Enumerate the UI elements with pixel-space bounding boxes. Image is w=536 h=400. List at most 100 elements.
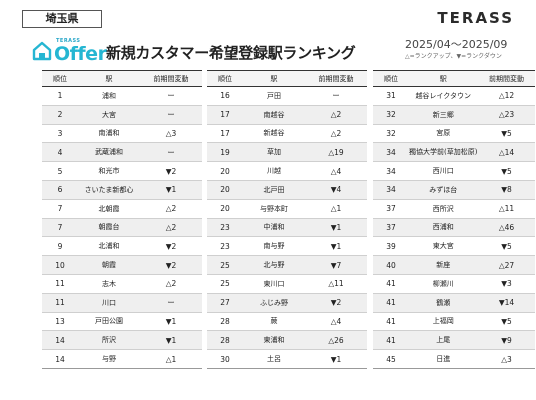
change-cell: △1 <box>140 349 202 369</box>
table-row: 31 越谷レイクタウン △12 <box>373 86 536 106</box>
table-row: 1 浦和ー <box>42 86 202 106</box>
station-cell: 大宮 <box>78 105 140 125</box>
change-cell: △19 <box>305 142 367 163</box>
change-cell: △2 <box>140 199 202 219</box>
change-cell: ▼5 <box>477 124 536 144</box>
rank-cell: 34 <box>373 161 409 181</box>
rank-cell: 34 <box>373 142 409 163</box>
station-cell: 東浦和 <box>243 330 305 351</box>
rank-cell: 32 <box>373 105 409 125</box>
station-cell: 土呂 <box>243 349 305 369</box>
table-row: 45 日進 △3 <box>373 349 536 369</box>
table-row: 11 志木 △2 <box>42 274 202 294</box>
logo-sub-text: TERASS <box>56 38 81 44</box>
rank-cell: 25 <box>207 274 243 294</box>
change-cell: △1 <box>305 199 367 219</box>
table-row: 20 北戸田 ▼4 <box>207 180 367 200</box>
table-row: 4 武蔵浦和ー <box>42 142 202 163</box>
station-cell: 北朝霞 <box>78 199 140 219</box>
rank-cell: 39 <box>373 236 409 257</box>
station-cell: 与野本町 <box>243 199 305 219</box>
rank-cell: 17 <box>207 124 243 144</box>
rank-cell: 11 <box>42 274 78 294</box>
rank-cell: 10 <box>42 255 78 275</box>
table-row: 27 ふじみ野 ▼2 <box>207 293 367 313</box>
station-cell: 南与野 <box>243 236 305 257</box>
table-row: 14 与野 △1 <box>42 349 202 369</box>
rank-cell: 16 <box>207 86 243 106</box>
legend-note: △=ランクアップ、▼=ランクダウン <box>405 53 502 60</box>
rank-cell: 41 <box>373 293 409 313</box>
change-cell: ▼1 <box>305 236 367 257</box>
table-row: 7 北朝霞 △2 <box>42 199 202 219</box>
change-cell: ▼1 <box>140 330 202 351</box>
station-cell: 新三郷 <box>409 105 478 125</box>
station-cell: 草加 <box>243 142 305 163</box>
table-row: 41 柳瀬川 ▼3 <box>373 274 536 294</box>
header-change: 前期間変動 <box>140 70 202 87</box>
rank-cell: 14 <box>42 330 78 351</box>
change-cell: ▼2 <box>305 293 367 313</box>
station-cell: みずほ台 <box>409 180 478 200</box>
offer-logo: TERASS Offer <box>32 38 107 65</box>
change-cell: △27 <box>477 255 536 275</box>
station-cell: 志木 <box>78 274 140 294</box>
change-cell: ー <box>140 86 202 106</box>
station-cell: ふじみ野 <box>243 293 305 313</box>
change-cell: ▼1 <box>305 349 367 369</box>
header-change: 前期間変動 <box>305 70 367 87</box>
change-cell: ▼2 <box>140 161 202 181</box>
rank-cell: 41 <box>373 312 409 332</box>
rank-cell: 7 <box>42 218 78 238</box>
station-cell: 東大宮 <box>409 236 478 257</box>
table-row: 16 戸田ー <box>207 86 367 106</box>
change-cell: ▼5 <box>477 236 536 257</box>
rank-cell: 23 <box>207 236 243 257</box>
station-cell: 川口 <box>78 293 140 313</box>
table-row: 14 所沢 ▼1 <box>42 330 202 351</box>
rank-cell: 27 <box>207 293 243 313</box>
station-cell: 北与野 <box>243 255 305 275</box>
change-cell: ー <box>140 142 202 163</box>
station-cell: 与野 <box>78 349 140 369</box>
ranking-table-1: 順位 駅 前期間変動 1 浦和ー 2 大宮ー 3 南浦和 △3 4 武蔵浦和ー 5 和光市 ▼2 6 さい… <box>42 70 202 369</box>
table-row: 41 上福岡 ▼5 <box>373 312 536 332</box>
station-cell: 宮原 <box>409 124 478 144</box>
station-cell: 鶴瀬 <box>409 293 478 313</box>
table-row: 25 北与野 ▼7 <box>207 255 367 275</box>
rank-cell: 20 <box>207 161 243 181</box>
table-row: 32 新三郷 △23 <box>373 105 536 125</box>
change-cell: ▼1 <box>305 218 367 238</box>
change-cell: ー <box>140 105 202 125</box>
rank-cell: 3 <box>42 124 78 144</box>
rank-cell: 28 <box>207 330 243 351</box>
station-cell: 浦和 <box>78 86 140 106</box>
table-row: 11 川口ー <box>42 293 202 313</box>
station-cell: 新座 <box>409 255 478 275</box>
rank-cell: 7 <box>42 199 78 219</box>
change-cell: △23 <box>477 105 536 125</box>
prefecture-label: 埼玉県 <box>22 10 102 28</box>
table-row: 20 川越 △4 <box>207 161 367 181</box>
rank-cell: 19 <box>207 142 243 163</box>
change-cell: △12 <box>477 86 536 106</box>
header-station: 駅 <box>78 70 140 87</box>
table-row: 6 さいたま新都心 ▼1 <box>42 180 202 200</box>
change-cell: ▼1 <box>140 180 202 200</box>
rank-cell: 41 <box>373 274 409 294</box>
change-cell: ▼14 <box>477 293 536 313</box>
table-row: 19 草加 △19 <box>207 142 367 163</box>
station-cell: 西所沢 <box>409 199 478 219</box>
station-cell: 蕨 <box>243 312 305 332</box>
ranking-table-2: 順位 駅 前期間変動 16 戸田ー 17 南越谷 △2 17 新越谷 △2 19 草加 △19 20 川… <box>207 70 367 369</box>
rank-cell: 1 <box>42 86 78 106</box>
change-cell: △14 <box>477 142 536 163</box>
table-row: 3 南浦和 △3 <box>42 124 202 144</box>
station-cell: さいたま新都心 <box>78 180 140 200</box>
rank-cell: 32 <box>373 124 409 144</box>
station-cell: 西川口 <box>409 161 478 181</box>
change-cell: ▼3 <box>477 274 536 294</box>
rank-cell: 37 <box>373 218 409 238</box>
station-cell: 朝霞台 <box>78 218 140 238</box>
change-cell: ー <box>305 86 367 106</box>
